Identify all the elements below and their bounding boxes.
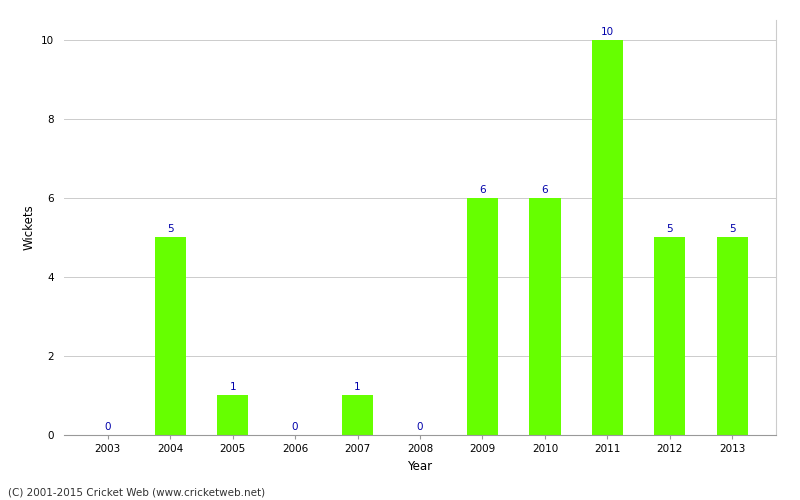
Y-axis label: Wickets: Wickets xyxy=(22,204,35,250)
Bar xyxy=(154,238,186,435)
Text: 5: 5 xyxy=(167,224,174,234)
Text: 1: 1 xyxy=(354,382,361,392)
Text: 0: 0 xyxy=(105,422,111,432)
Text: (C) 2001-2015 Cricket Web (www.cricketweb.net): (C) 2001-2015 Cricket Web (www.cricketwe… xyxy=(8,488,265,498)
Bar xyxy=(530,198,561,435)
Bar xyxy=(717,238,748,435)
Text: 1: 1 xyxy=(230,382,236,392)
Text: 5: 5 xyxy=(666,224,673,234)
Text: 0: 0 xyxy=(417,422,423,432)
Text: 5: 5 xyxy=(729,224,735,234)
Text: 10: 10 xyxy=(601,26,614,36)
X-axis label: Year: Year xyxy=(407,460,433,472)
Bar xyxy=(467,198,498,435)
Bar xyxy=(217,396,248,435)
Text: 6: 6 xyxy=(542,184,548,194)
Bar xyxy=(342,396,373,435)
Text: 6: 6 xyxy=(479,184,486,194)
Bar xyxy=(654,238,686,435)
Bar xyxy=(592,40,623,435)
Text: 0: 0 xyxy=(292,422,298,432)
